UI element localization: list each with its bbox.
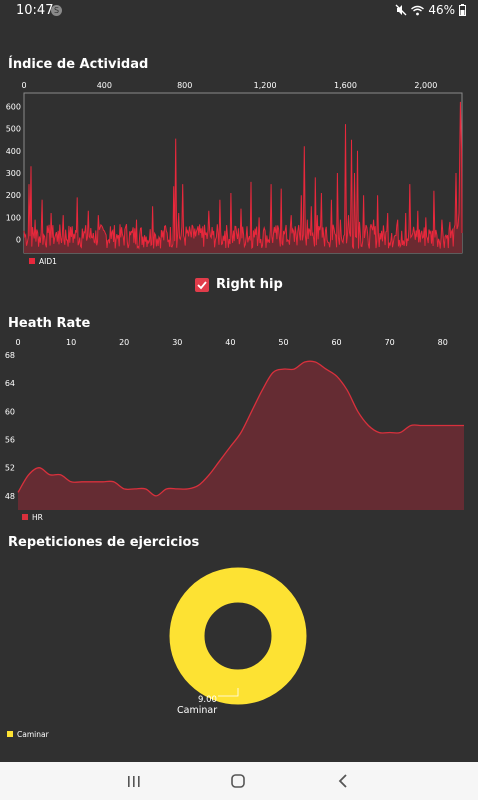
hr-line xyxy=(17,360,464,497)
recent-apps-icon xyxy=(128,776,140,787)
back-icon xyxy=(338,774,347,788)
x-tick-label: 1,200 xyxy=(254,81,277,90)
battery-percent: 46% xyxy=(428,3,455,17)
navigation-bar xyxy=(0,762,478,800)
y-tick-label: 500 xyxy=(6,125,21,134)
x-tick-label: 50 xyxy=(278,338,288,347)
legend-swatch-caminar xyxy=(7,731,13,737)
y-tick-label: 68 xyxy=(5,351,15,360)
y-tick-label: 400 xyxy=(6,147,21,156)
legend-swatch-hr xyxy=(22,514,28,520)
activity-line xyxy=(23,101,463,250)
x-tick-label: 1,600 xyxy=(334,81,357,90)
y-tick-label: 0 xyxy=(16,236,21,245)
activity-title: Índice de Actividad xyxy=(8,57,149,72)
notification-icon: S xyxy=(51,5,62,16)
wifi-icon xyxy=(411,5,425,15)
y-tick-label: 60 xyxy=(5,407,15,416)
y-tick-label: 200 xyxy=(6,191,21,200)
x-tick-label: 800 xyxy=(177,81,192,90)
y-tick-label: 300 xyxy=(6,169,21,178)
x-tick-label: 20 xyxy=(119,338,129,347)
y-tick-label: 64 xyxy=(5,379,15,388)
x-tick-label: 2,000 xyxy=(414,81,437,90)
home-button[interactable] xyxy=(226,771,250,791)
slice-value-label: 9.00 xyxy=(198,695,217,705)
x-tick-label: 70 xyxy=(385,338,395,347)
x-tick-label: 0 xyxy=(15,338,20,347)
y-tick-label: 600 xyxy=(6,102,21,111)
hr-area xyxy=(18,361,464,510)
right-hip-checkbox[interactable]: Right hip xyxy=(195,277,283,292)
heart-rate-chart: 0 10 20 30 40 50 60 70 80 48 52 56 60 64 68 HR xyxy=(5,338,464,522)
status-time: 10:47 xyxy=(16,3,54,18)
x-tick-label: 400 xyxy=(97,81,112,90)
x-tick-label: 0 xyxy=(21,81,26,90)
slice-leader-line xyxy=(218,688,239,697)
checkbox-checked-icon[interactable] xyxy=(195,277,209,292)
x-tick-label: 30 xyxy=(172,338,182,347)
y-tick-label: 48 xyxy=(5,492,15,501)
activity-chart: 0 400 800 1,200 1,600 2,000 0 100 200 300 400 500 6… xyxy=(6,81,463,266)
back-button[interactable] xyxy=(332,771,356,791)
x-tick-label: 60 xyxy=(331,338,341,347)
status-bar: 10:47 S 46% xyxy=(0,0,478,22)
legend-label-hr: HR xyxy=(32,513,43,522)
mute-icon xyxy=(395,4,407,16)
x-tick-label: 40 xyxy=(225,338,235,347)
battery-icon xyxy=(459,4,466,16)
legend-swatch-aid1 xyxy=(29,258,35,264)
y-tick-label: 100 xyxy=(6,213,21,222)
y-tick-label: 56 xyxy=(5,436,15,445)
heart-rate-title: Heath Rate xyxy=(8,316,91,331)
home-icon xyxy=(231,774,245,788)
slice-category-label: Caminar xyxy=(177,705,217,716)
status-icons: 46% xyxy=(395,3,466,17)
y-tick-label: 52 xyxy=(5,464,15,473)
exercise-donut-chart: 9.00 Caminar Caminar xyxy=(7,567,307,739)
x-tick-label: 10 xyxy=(66,338,76,347)
recent-apps-button[interactable] xyxy=(122,771,146,791)
x-tick-label: 80 xyxy=(438,338,448,347)
legend-label-caminar: Caminar xyxy=(17,730,50,739)
exercise-title: Repeticiones de ejercicios xyxy=(8,535,200,550)
checkbox-label: Right hip xyxy=(216,277,283,292)
donut-slice-caminar xyxy=(169,567,307,705)
legend-label-aid1: AID1 xyxy=(39,257,57,266)
